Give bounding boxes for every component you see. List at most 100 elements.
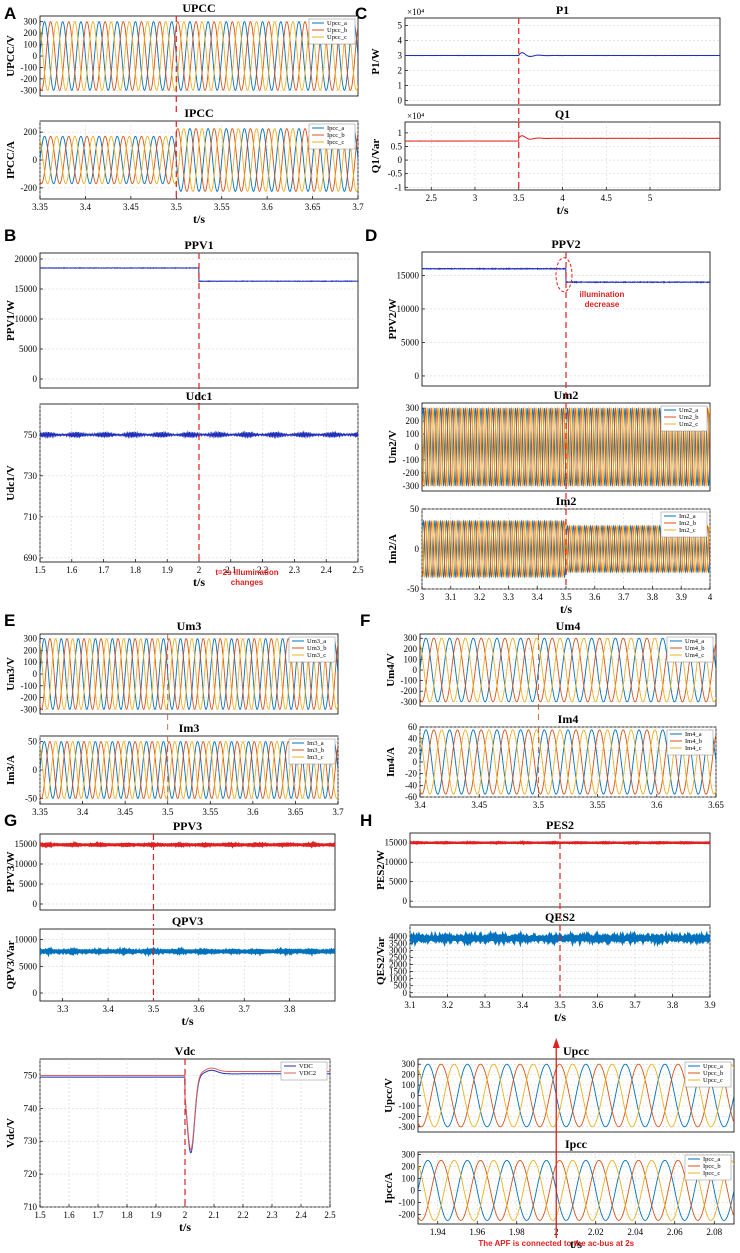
x-tick-label: 3.5	[148, 1004, 160, 1014]
x-tick-label: 3.8	[647, 592, 659, 602]
x-tick-label: 3	[420, 592, 425, 602]
annotation-ellipse	[555, 257, 573, 293]
chart-title: Im4	[558, 712, 579, 726]
y-tick-label: 200	[24, 28, 38, 38]
series-line-im3-c	[40, 741, 338, 799]
y-tick-label: 0	[33, 155, 38, 165]
legend-entry-upcc-c: Upcc_c	[327, 34, 347, 41]
series-group	[40, 128, 358, 192]
y-tick-label: 0	[33, 51, 38, 61]
legend-entry-im4-a: Im4_a	[685, 731, 702, 738]
chart-D-um2: -300 -200 -100 0 100 200 300 Um2 Um2/V Um2_aUm2_b…	[387, 388, 711, 507]
y-tick-label: 3	[398, 51, 403, 61]
legend-entry-im4-c: Im4_c	[685, 745, 702, 752]
y-axis-label: IPCC/A	[5, 141, 17, 179]
y-tick-label: 0	[413, 665, 418, 675]
x-tick-label: 3.7	[618, 592, 630, 602]
y-tick-label: 0	[403, 896, 408, 906]
y-axis-label: Upcc/V	[383, 1078, 395, 1113]
chart-E-im3: -50 0 50 3.35 3.4 3.45 3.5 3.55 3.6 3.65 3.7 Im3 Im3…	[5, 721, 344, 817]
chart-I-vdc: 710 720 730 740 750 1.5 1.6 1.7 1.8 1.9 2 2.1 2.2 2.3…	[5, 1044, 336, 1234]
x-tick-label: 3.35	[32, 202, 48, 212]
y-tick-label: 4000	[389, 931, 408, 941]
y-tick-label: 5	[398, 21, 403, 31]
y-tick-label: 40	[408, 734, 418, 744]
x-tick-label: 2.1	[208, 1210, 219, 1220]
legend-entry-im4-b: Im4_b	[685, 738, 702, 745]
y-tick-label: 5000	[401, 337, 420, 347]
x-tick-label: 1.6	[66, 565, 78, 575]
y-axis-label: QES2/Var	[375, 937, 387, 985]
x-tick-label: 2.2	[257, 565, 268, 575]
chart-D-ppv2: 0 5000 10000 15000 PPV2 PPV2/W illuminationdec…	[387, 237, 711, 402]
y-tick-label: 20000	[15, 254, 38, 264]
y-tick-label: 0.5	[391, 141, 403, 151]
x-tick-label: 3.65	[708, 800, 724, 810]
x-tick-label: 1.8	[130, 565, 142, 575]
x-tick-label: 3.45	[117, 807, 133, 817]
x-tick-label: 2.3	[289, 565, 301, 575]
y-tick-label: 100	[402, 1080, 416, 1090]
panel-label-h: H	[360, 811, 372, 830]
x-tick-label: 3.9	[676, 592, 688, 602]
x-tick-label: 3.5	[513, 193, 525, 203]
y-tick-label: 10000	[15, 314, 38, 324]
y-tick-label: -60	[405, 792, 417, 802]
y-tick-label: -200	[21, 74, 38, 84]
legend-entry-ipcc-c: Ipcc_c	[327, 139, 344, 146]
y-axis-label: Im2/A	[387, 534, 399, 564]
x-tick-label: 3.55	[202, 807, 218, 817]
y-tick-label: 740	[24, 1103, 38, 1113]
series-group	[420, 729, 716, 795]
y-axis-label: Udc1/V	[5, 465, 17, 501]
x-tick-label: 3.3	[57, 1004, 69, 1014]
x-tick-label: 2.5	[352, 565, 364, 575]
series-group	[418, 1063, 734, 1128]
chart-title: Udc1	[186, 389, 213, 403]
x-tick-label: 5	[648, 193, 653, 203]
chart-title: Im3	[179, 721, 200, 735]
x-tick-label: 3.3	[479, 1000, 491, 1010]
y-axis-label: PPV1/W	[5, 300, 17, 341]
y-tick-label: 1	[398, 128, 403, 138]
chart-title: P1	[556, 3, 569, 17]
y-axis-label: Um3/V	[5, 657, 17, 691]
x-tick-label: 3.4	[80, 202, 92, 212]
y-tick-label: 200	[24, 127, 38, 137]
y-tick-label: 730	[24, 471, 38, 481]
y-tick-label: 0	[415, 544, 420, 554]
chart-C-q1: -1 -0.5 0 0.5 1 2.5 3 3.5 4 4.5 5 ×10⁴ Q1 Q1/Var t/s	[370, 107, 721, 217]
legend-entry-upcc-a: Upcc_a	[327, 20, 347, 27]
y-axis-label: Vdc/V	[5, 1118, 17, 1148]
y-tick-label: 3000	[389, 945, 408, 955]
legend-entry-ipcc-b: Ipcc_b	[703, 1163, 721, 1170]
series-line-ipcc-c	[40, 128, 358, 192]
panel-label-a: A	[4, 4, 16, 23]
legend-entry-vdc2: VDC2	[299, 1070, 316, 1077]
y-tick-label: 0	[415, 442, 420, 452]
y-tick-label: 200	[404, 644, 418, 654]
x-tick-label: 3.2	[442, 1000, 453, 1010]
y-axis-label: Q1/Var	[370, 139, 382, 174]
x-tick-label: 3.4	[517, 1000, 529, 1010]
y-tick-label: -100	[21, 62, 38, 72]
y-axis-label: Im3/A	[5, 755, 17, 785]
y-tick-label: 0	[33, 765, 38, 775]
series-group	[40, 840, 335, 849]
y-tick-label: 200	[24, 645, 38, 655]
series-line-um4-c	[420, 637, 716, 703]
x-tick-label: 3.6	[589, 592, 601, 602]
y-tick-label: 4	[398, 36, 403, 46]
y-tick-label: 3500	[389, 938, 408, 948]
y-tick-label: 2500	[389, 952, 408, 962]
series-line-ipcc-b	[418, 1159, 734, 1221]
x-tick-label: 3.8	[667, 1000, 679, 1010]
y-tick-label: 5000	[19, 961, 38, 971]
x-tick-label: 2	[197, 565, 202, 575]
